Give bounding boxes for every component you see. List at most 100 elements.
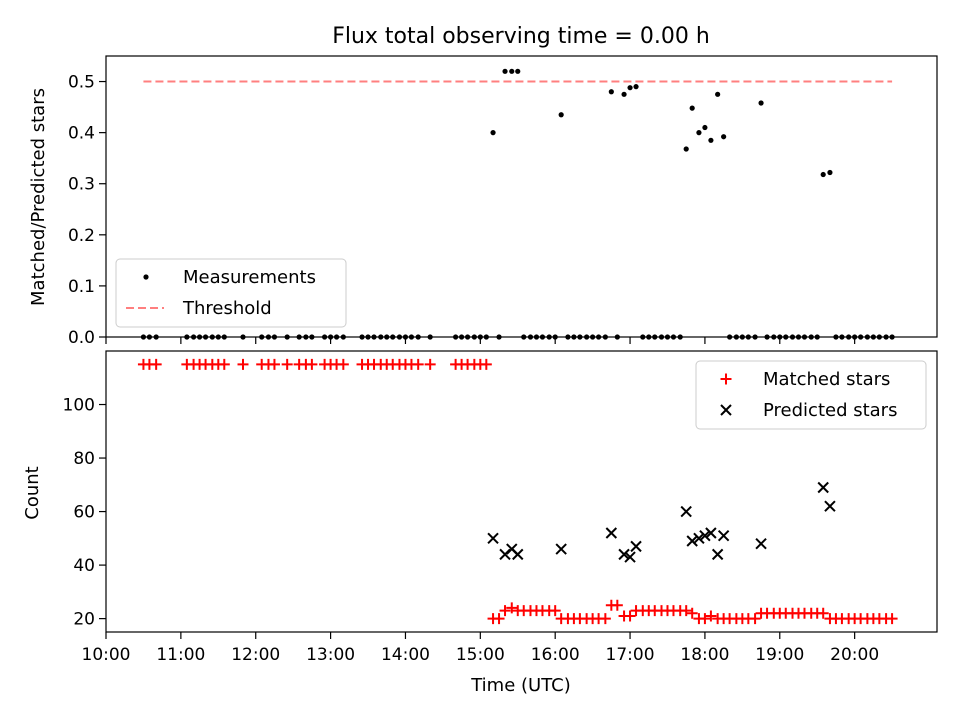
legend-label: Measurements [183,267,316,288]
bottom-y-axis-label: Count [22,466,43,519]
matched-star-marker [493,613,505,625]
legend-box [115,258,347,328]
measurement-point [558,112,564,118]
legend-label: Threshold [182,298,272,319]
y-tick-label: 0.1 [68,277,95,297]
matched-star-marker [749,613,761,625]
x-tick-label: 17:00 [606,645,655,665]
matched-star-marker [506,602,518,614]
predicted-star-marker [618,548,630,561]
measurement-point [715,91,721,97]
measurement-point [827,169,833,176]
matched-star-marker [237,358,249,370]
y-tick-label: 0.2 [68,226,95,246]
legend-matched-marker [720,373,732,385]
x-tick-label: 16:00 [531,645,580,665]
x-axis-label: Time (UTC) [470,675,571,696]
legend-predicted-marker [720,404,732,416]
predicted-star-marker [680,505,692,518]
y-tick-label: 100 [63,396,95,416]
matched-star-marker [218,358,230,370]
top-y-axis-label: Matched/Predicted stars [28,88,49,306]
matched-star-marker [268,358,280,370]
matched-star-marker [150,358,162,370]
x-tick-label: 15:00 [456,645,505,665]
matched-star-marker [480,358,492,370]
predicted-star-marker [824,500,836,512]
matched-star-marker [624,610,636,622]
x-tick-label: 11:00 [156,645,205,665]
predicted-star-marker [512,548,524,561]
matched-star-marker [886,613,898,625]
matched-star-marker [705,610,717,622]
matched-star-marker [337,358,349,370]
predicted-star-marker [624,551,636,563]
bottom-panel: 20 40 60 80 100 10:00 11:00 12:00 13:00 14:00 15:0… [63,350,938,665]
x-tick-label: 12:00 [231,645,280,665]
measurement-point [608,89,614,95]
matched-star-marker [412,358,424,370]
y-tick-label: 0.4 [68,124,95,144]
measurement-point [490,130,496,136]
predicted-star-marker [686,535,698,547]
predicted-star-marker [555,543,567,555]
matched-star-marker [699,613,711,625]
predicted-star-marker [717,529,730,542]
matched-star-marker [686,607,698,619]
matched-star-marker [281,358,293,370]
top-panel: 0.0 0.1 0.2 0.3 0.4 0.5 Measurements Threshold [68,55,938,348]
legend-label: Matched stars [763,369,890,390]
matched-star-marker [680,605,692,617]
predicted-star-marker [705,527,717,539]
legend-box [695,360,927,430]
measurement-point [509,68,515,74]
measurement-point [627,85,633,91]
matched-star-marker [549,605,561,617]
measurement-point [683,146,689,152]
predicted-star-marker [699,529,711,542]
chart-title: Flux total observing time = 0.00 h [332,24,710,49]
predicted-star-marker [693,532,705,545]
measurement-point [696,130,702,136]
predicted-star-marker [755,537,767,550]
y-tick-label: 60 [73,503,95,523]
x-tick-label: 10:00 [82,645,131,665]
predicted-star-marker [605,527,618,539]
measurement-point [702,124,708,131]
x-tick-label: 19:00 [755,645,804,665]
measurement-point [708,137,714,143]
y-tick-label: 0.0 [68,328,95,348]
measurement-point [758,100,764,106]
axes-frame [105,350,938,633]
y-tick-label: 0.5 [68,73,95,93]
matched-star-marker [611,599,623,611]
measurement-point [689,105,695,111]
measurement-point [633,84,639,90]
y-tick-label: 40 [73,556,95,576]
predicted-star-marker [630,540,642,553]
x-tick-label: 18:00 [680,645,729,665]
predicted-star-marker [817,481,829,494]
matched-star-marker [499,605,511,617]
measurement-point [502,68,508,74]
legend-measurements-marker [143,274,149,280]
axes-frame [105,55,938,338]
matched-star-marker [817,607,829,619]
legend-label: Predicted stars [763,400,897,421]
x-tick-label: 14:00 [381,645,430,665]
x-tick-label: 20:00 [830,645,879,665]
predicted-star-marker [487,532,499,545]
y-tick-label: 20 [73,610,95,630]
measurement-point [820,171,826,178]
x-tick-label: 13:00 [306,645,355,665]
measurement-point [515,68,521,74]
y-tick-label: 0.3 [68,175,95,195]
matched-star-marker [424,358,436,370]
measurement-point [721,134,727,140]
measurement-point [621,91,627,97]
y-tick-label: 80 [73,449,95,469]
matched-star-marker [306,358,318,370]
matched-star-marker [599,613,611,625]
predicted-star-marker [711,548,724,561]
